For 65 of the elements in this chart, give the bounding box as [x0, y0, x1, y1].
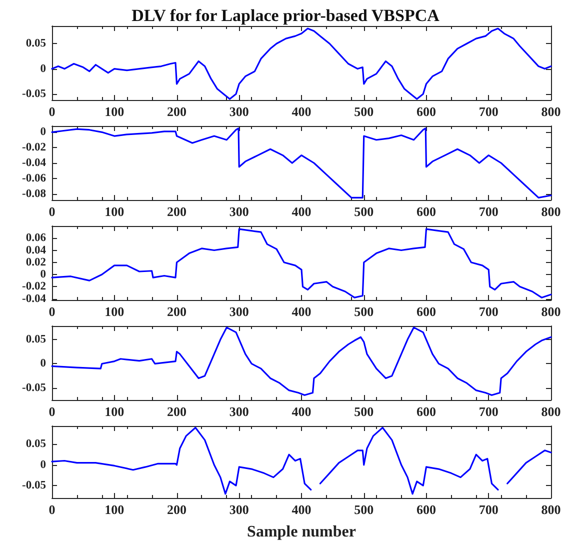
y-tick-label: -0.05 — [22, 382, 46, 394]
y-tick-label: 0 — [40, 126, 46, 138]
x-tick-label: 300 — [229, 104, 249, 119]
x-tick-label: 400 — [292, 204, 312, 219]
y-tick-label: 0.04 — [26, 244, 46, 256]
x-tick-label: 800 — [541, 204, 561, 219]
x-tick-label: 100 — [104, 502, 124, 517]
x-tick-label: 600 — [416, 304, 436, 319]
y-tick-label: -0.05 — [22, 88, 46, 100]
x-tick-label: 600 — [416, 104, 436, 119]
y-tick-label: -0.04 — [22, 157, 46, 169]
line-series — [51, 128, 552, 198]
x-tick-label: 700 — [478, 304, 498, 319]
x-tick-label: 500 — [354, 104, 374, 119]
y-tick-label: -0.06 — [22, 172, 46, 184]
x-tick-label: 400 — [292, 502, 312, 517]
x-tick-label: 400 — [292, 104, 312, 119]
x-tick-label: 800 — [541, 502, 561, 517]
y-tick-label: -0.02 — [22, 280, 46, 293]
x-tick-label: 300 — [229, 204, 249, 219]
x-tick-label: 200 — [167, 304, 186, 319]
y-tick-label: 0 — [40, 62, 46, 75]
x-tick-label: 600 — [416, 204, 436, 219]
y-tick-label: -0.02 — [22, 142, 46, 154]
x-tick-label: 600 — [416, 502, 436, 517]
x-tick-label: 800 — [541, 104, 561, 119]
x-tick-label: 600 — [416, 404, 436, 419]
y-tick-label: 0.05 — [26, 438, 46, 450]
y-tick-label: -0.04 — [22, 292, 46, 305]
y-tick-label: -0.08 — [22, 188, 46, 200]
y-tick-label: 0 — [40, 268, 46, 281]
line-series — [51, 228, 552, 298]
y-tick-label: 0 — [40, 358, 46, 370]
x-tick-label: 100 — [104, 204, 124, 219]
x-tick-label: 700 — [478, 404, 498, 419]
x-tick-label: 200 — [167, 104, 186, 119]
x-tick-label: 200 — [167, 404, 186, 419]
x-tick-label: 300 — [229, 304, 249, 319]
x-tick-label: 200 — [167, 502, 186, 517]
x-tick-label: 500 — [354, 502, 374, 517]
y-tick-label: 0.06 — [26, 232, 46, 244]
x-tick-label: 500 — [354, 304, 374, 319]
x-tick-label: 100 — [104, 304, 124, 319]
x-tick-label: 400 — [292, 304, 312, 319]
line-series — [51, 28, 552, 100]
y-tick-label: 0.02 — [26, 256, 46, 268]
x-tick-label: 500 — [354, 404, 374, 419]
x-tick-label: 500 — [354, 204, 374, 219]
y-tick-label: 0.05 — [26, 334, 46, 346]
chart-title: DLV for for Laplace prior-based VBSPCA — [132, 6, 440, 25]
x-tick-label: 400 — [292, 404, 312, 419]
y-tick-label: 0.05 — [26, 38, 46, 50]
x-tick-label: 700 — [478, 502, 498, 517]
x-tick-label: 800 — [541, 404, 561, 419]
x-axis-title: Sample number — [247, 524, 356, 540]
x-tick-label: 100 — [104, 104, 124, 119]
y-tick-label: 0 — [40, 458, 46, 471]
x-tick-label: 300 — [229, 404, 249, 419]
x-tick-label: 200 — [167, 204, 186, 219]
x-tick-label: 700 — [478, 204, 498, 219]
x-tick-label: 300 — [229, 502, 249, 517]
x-tick-label: 700 — [478, 104, 498, 119]
y-tick-label: -0.05 — [22, 480, 46, 492]
x-tick-label: 800 — [541, 304, 561, 319]
x-tick-label: 100 — [104, 404, 124, 419]
